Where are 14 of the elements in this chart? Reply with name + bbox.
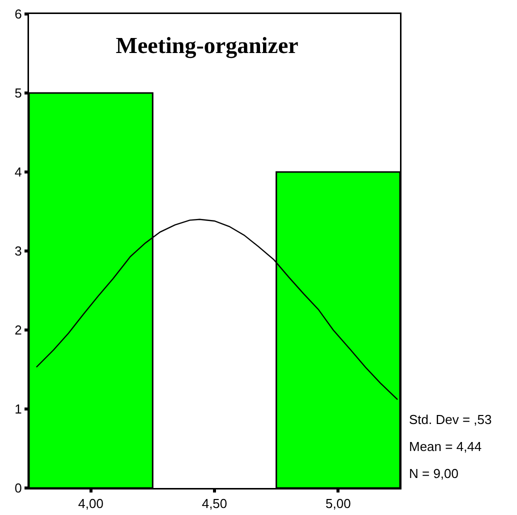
y-tick-label: 5 [14, 86, 22, 101]
x-tick-label: 4,00 [78, 496, 104, 512]
text: Std. Dev = ,53 [409, 412, 492, 427]
y-tick-label: 0 [14, 480, 22, 496]
text: Meeting-organizer [116, 32, 298, 59]
y-tick-label: 4 [14, 164, 22, 180]
y-tick-label: 2 [14, 322, 22, 338]
y-tick-label: 1 [14, 402, 22, 417]
y-tick-label: 3 [14, 244, 22, 259]
x-tick-label: 4,50 [202, 496, 228, 512]
x-tick-label: 5,00 [326, 496, 351, 512]
text: N = 9,00 [409, 466, 459, 481]
y-tick-label: 6 [14, 6, 22, 22]
text: Mean = 4,44 [409, 439, 482, 454]
